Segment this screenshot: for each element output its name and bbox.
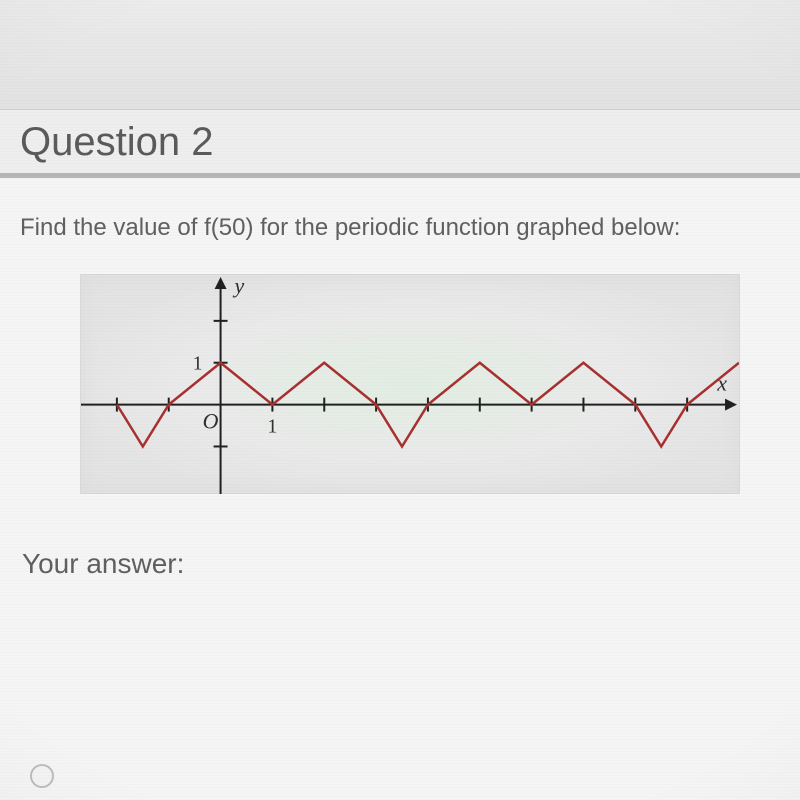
graph-container: y x O 1 1	[0, 252, 800, 494]
answer-radio-stub[interactable]	[30, 764, 54, 788]
origin-label: O	[203, 409, 219, 434]
y-axis-label: y	[233, 275, 245, 298]
page: Question 2 Find the value of f(50) for t…	[0, 0, 800, 800]
answer-row: Your answer:	[0, 494, 800, 580]
graph-panel: y x O 1 1	[80, 274, 740, 494]
question-header: Question 2	[0, 110, 800, 178]
answer-label: Your answer:	[22, 548, 780, 580]
question-title: Question 2	[20, 120, 780, 165]
x-tick-1: 1	[267, 416, 277, 438]
y-tick-1: 1	[193, 353, 203, 375]
x-axis-label: x	[716, 371, 727, 396]
top-gray-bar	[0, 0, 800, 110]
question-prompt-row: Find the value of f(50) for the periodic…	[0, 178, 800, 252]
graph-svg: y x O 1 1	[81, 275, 739, 494]
question-prompt: Find the value of f(50) for the periodic…	[20, 214, 780, 242]
